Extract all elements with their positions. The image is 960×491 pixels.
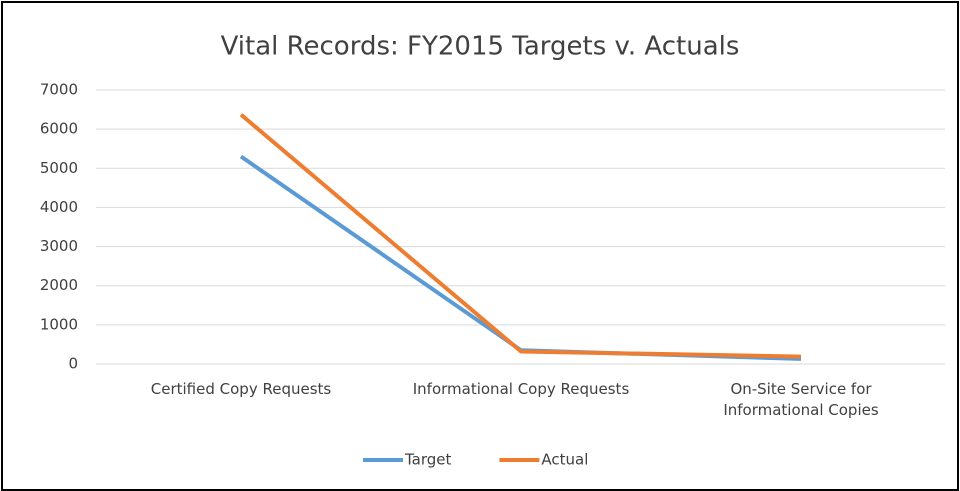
data-line xyxy=(239,113,802,359)
y-tick-label: 5000 xyxy=(40,159,78,177)
x-tick-label: Certified Copy Requests xyxy=(150,380,332,398)
y-tick-label: 2000 xyxy=(40,276,78,294)
y-tick-label: 3000 xyxy=(40,237,78,255)
y-tick-label: 7000 xyxy=(40,81,78,99)
chart-title: Vital Records: FY2015 Targets v. Actuals xyxy=(221,32,740,62)
y-tick-label: 0 xyxy=(68,355,78,373)
legend-label: Target xyxy=(404,451,452,469)
legend-label: Actual xyxy=(541,451,588,469)
y-tick-label: 4000 xyxy=(40,198,78,216)
x-tick-label: On-Site Service for Informational Copies xyxy=(723,380,879,419)
y-tick-label: 6000 xyxy=(40,120,78,138)
x-tick-label: Informational Copy Requests xyxy=(412,380,630,398)
y-tick-label: 1000 xyxy=(40,315,78,333)
